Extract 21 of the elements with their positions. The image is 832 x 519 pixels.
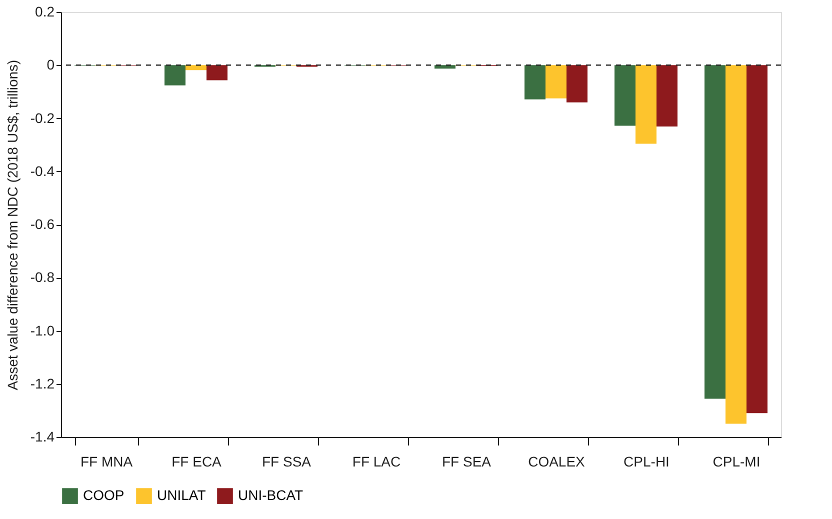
y-tick-label: 0.2 (35, 4, 55, 20)
y-tick-label: -0.2 (30, 110, 55, 126)
x-tick-label: FF MNA (80, 454, 134, 470)
x-tick-label: COALEX (528, 454, 586, 470)
x-tick-label: CPL-HI (624, 454, 670, 470)
y-tick-label: -1.2 (30, 375, 55, 392)
x-tick-label: FF LAC (352, 454, 401, 470)
y-tick-label: -1.0 (30, 322, 55, 338)
legend-label: COOP (83, 487, 124, 504)
legend-label: UNILAT (157, 487, 206, 504)
x-tick-label: FF ECA (172, 454, 222, 470)
y-tick-label: -0.6 (30, 216, 55, 232)
y-tick-label: -0.8 (30, 269, 55, 286)
legend-label: UNI-BCAT (238, 487, 304, 504)
x-tick-label: FF SSA (262, 454, 312, 470)
y-tick-label: -0.4 (30, 162, 55, 179)
y-tick-label: 0 (46, 56, 55, 73)
x-tick-label: FF SEA (442, 454, 492, 470)
y-tick-label: -1.4 (30, 428, 55, 444)
y-axis-title: Asset value difference from NDC (2018 US$, trillions) (4, 60, 20, 390)
x-tick-label: CPL-MI (712, 454, 760, 470)
